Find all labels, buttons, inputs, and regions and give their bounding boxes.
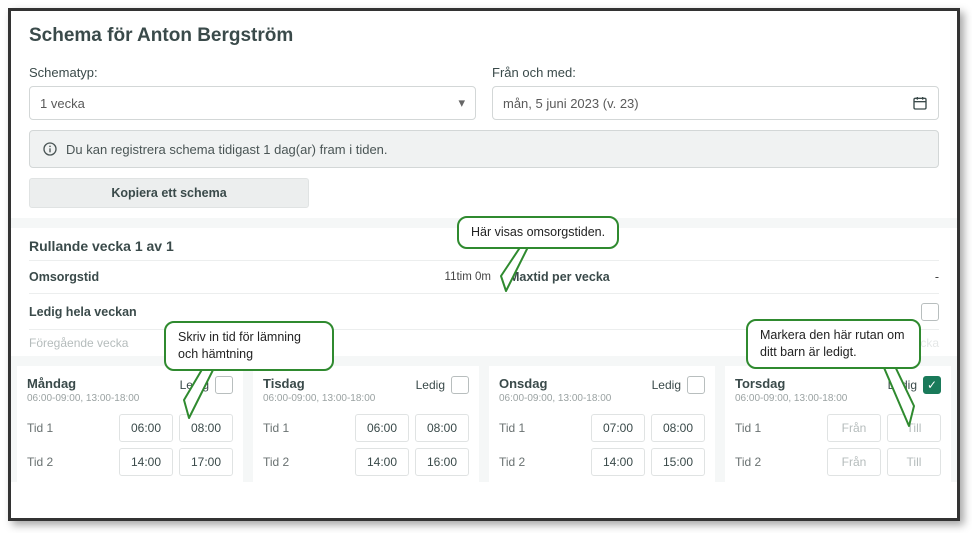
schematype-value: 1 vecka: [40, 96, 85, 111]
maxtid-label: Maxtid per vecka: [509, 270, 919, 284]
tid1-label: Tid 1: [735, 421, 821, 435]
prev-week-link[interactable]: Föregående vecka: [29, 336, 128, 350]
calendar-icon: [912, 95, 928, 111]
copy-schema-button[interactable]: Kopiera ett schema: [29, 178, 309, 208]
day-name: Onsdag: [499, 376, 611, 391]
schematype-label: Schematyp:: [29, 65, 476, 80]
filters-row: Schematyp: 1 vecka ▾ Från och med: mån, …: [29, 65, 939, 120]
app-frame: Schema för Anton Bergström Schematyp: 1 …: [8, 8, 960, 521]
omsorgstid-label: Omsorgstid: [29, 270, 439, 284]
time-input[interactable]: 08:00: [415, 414, 469, 442]
ledig-checkbox[interactable]: [451, 376, 469, 394]
time-input[interactable]: 14:00: [355, 448, 409, 476]
ledig-hela-checkbox[interactable]: [921, 303, 939, 321]
info-banner: Du kan registrera schema tidigast 1 dag(…: [29, 130, 939, 168]
day-name: Tisdag: [263, 376, 375, 391]
days-grid: Måndag 06:00-09:00, 13:00-18:00 Ledig Ti…: [11, 366, 957, 482]
ledig-label: Ledig: [416, 378, 445, 392]
omsorgstid-value: 11tim 0m: [439, 271, 509, 283]
ledig-checkbox[interactable]: [687, 376, 705, 394]
chevron-down-icon: ▾: [458, 95, 465, 111]
info-icon: [42, 141, 58, 157]
tid1-label: Tid 1: [263, 421, 349, 435]
day-card: Tisdag 06:00-09:00, 13:00-18:00 Ledig Ti…: [253, 366, 479, 482]
time-input[interactable]: 07:00: [591, 414, 645, 442]
from-label: Från och med:: [492, 65, 939, 80]
page-title: Schema för Anton Bergström: [29, 25, 939, 47]
tid2-label: Tid 2: [27, 455, 113, 469]
tid2-label: Tid 2: [735, 455, 821, 469]
info-text: Du kan registrera schema tidigast 1 dag(…: [66, 142, 388, 157]
time-input[interactable]: 17:00: [179, 448, 233, 476]
callout-tid: Skriv in tid för lämning och hämtning: [164, 321, 334, 371]
time-input[interactable]: Till: [887, 448, 941, 476]
tid2-label: Tid 2: [499, 455, 585, 469]
ledig-label: Ledig: [652, 378, 681, 392]
time-input[interactable]: Från: [827, 448, 881, 476]
day-open-times: 06:00-09:00, 13:00-18:00: [735, 393, 847, 404]
maxtid-value: -: [919, 270, 939, 284]
time-input[interactable]: 08:00: [651, 414, 705, 442]
day-name: Torsdag: [735, 376, 847, 391]
callout-omsorgstid: Här visas omsorgstiden.: [457, 216, 619, 249]
time-input[interactable]: 06:00: [119, 414, 173, 442]
time-input[interactable]: 15:00: [651, 448, 705, 476]
from-date-input[interactable]: mån, 5 juni 2023 (v. 23): [492, 86, 939, 120]
tid1-label: Tid 1: [27, 421, 113, 435]
day-card: Onsdag 06:00-09:00, 13:00-18:00 Ledig Ti…: [489, 366, 715, 482]
tid2-label: Tid 2: [263, 455, 349, 469]
day-open-times: 06:00-09:00, 13:00-18:00: [499, 393, 611, 404]
from-date-value: mån, 5 juni 2023 (v. 23): [503, 96, 639, 111]
day-name: Måndag: [27, 376, 139, 391]
tid1-label: Tid 1: [499, 421, 585, 435]
ledig-hela-label: Ledig hela veckan: [29, 305, 137, 319]
schematype-select[interactable]: 1 vecka ▾: [29, 86, 476, 120]
time-input[interactable]: 14:00: [591, 448, 645, 476]
time-input[interactable]: 06:00: [355, 414, 409, 442]
callout-ledig: Markera den här rutan om ditt barn är le…: [746, 319, 921, 369]
time-input[interactable]: 16:00: [415, 448, 469, 476]
day-open-times: 06:00-09:00, 13:00-18:00: [27, 393, 139, 404]
meta-row: Omsorgstid 11tim 0m Maxtid per vecka -: [29, 260, 939, 294]
day-open-times: 06:00-09:00, 13:00-18:00: [263, 393, 375, 404]
callout-tail-icon: [501, 241, 561, 301]
time-input[interactable]: 14:00: [119, 448, 173, 476]
